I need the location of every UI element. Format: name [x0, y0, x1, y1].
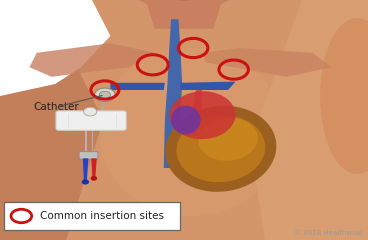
Circle shape: [95, 88, 115, 102]
Polygon shape: [0, 0, 103, 240]
Ellipse shape: [99, 48, 283, 216]
Ellipse shape: [125, 0, 243, 10]
Polygon shape: [250, 0, 368, 240]
Polygon shape: [180, 82, 236, 90]
Ellipse shape: [320, 18, 368, 174]
Polygon shape: [110, 83, 165, 90]
FancyBboxPatch shape: [56, 111, 126, 130]
Polygon shape: [202, 48, 331, 77]
Ellipse shape: [171, 106, 201, 134]
Ellipse shape: [198, 118, 258, 161]
Polygon shape: [0, 0, 110, 96]
Polygon shape: [164, 19, 182, 168]
FancyBboxPatch shape: [79, 152, 98, 159]
Ellipse shape: [91, 176, 97, 181]
Polygon shape: [83, 158, 88, 181]
Ellipse shape: [169, 91, 236, 139]
Circle shape: [84, 107, 97, 116]
Text: Common insertion sites: Common insertion sites: [40, 211, 164, 221]
FancyBboxPatch shape: [4, 202, 180, 230]
Polygon shape: [129, 0, 239, 29]
Polygon shape: [180, 84, 202, 168]
Ellipse shape: [176, 115, 265, 182]
Ellipse shape: [165, 106, 276, 192]
Text: © 2018 Healthwise: © 2018 Healthwise: [294, 230, 362, 236]
Text: Catheter: Catheter: [33, 102, 79, 112]
Polygon shape: [29, 43, 155, 77]
Ellipse shape: [82, 179, 89, 185]
Circle shape: [99, 91, 110, 98]
Polygon shape: [91, 158, 97, 178]
